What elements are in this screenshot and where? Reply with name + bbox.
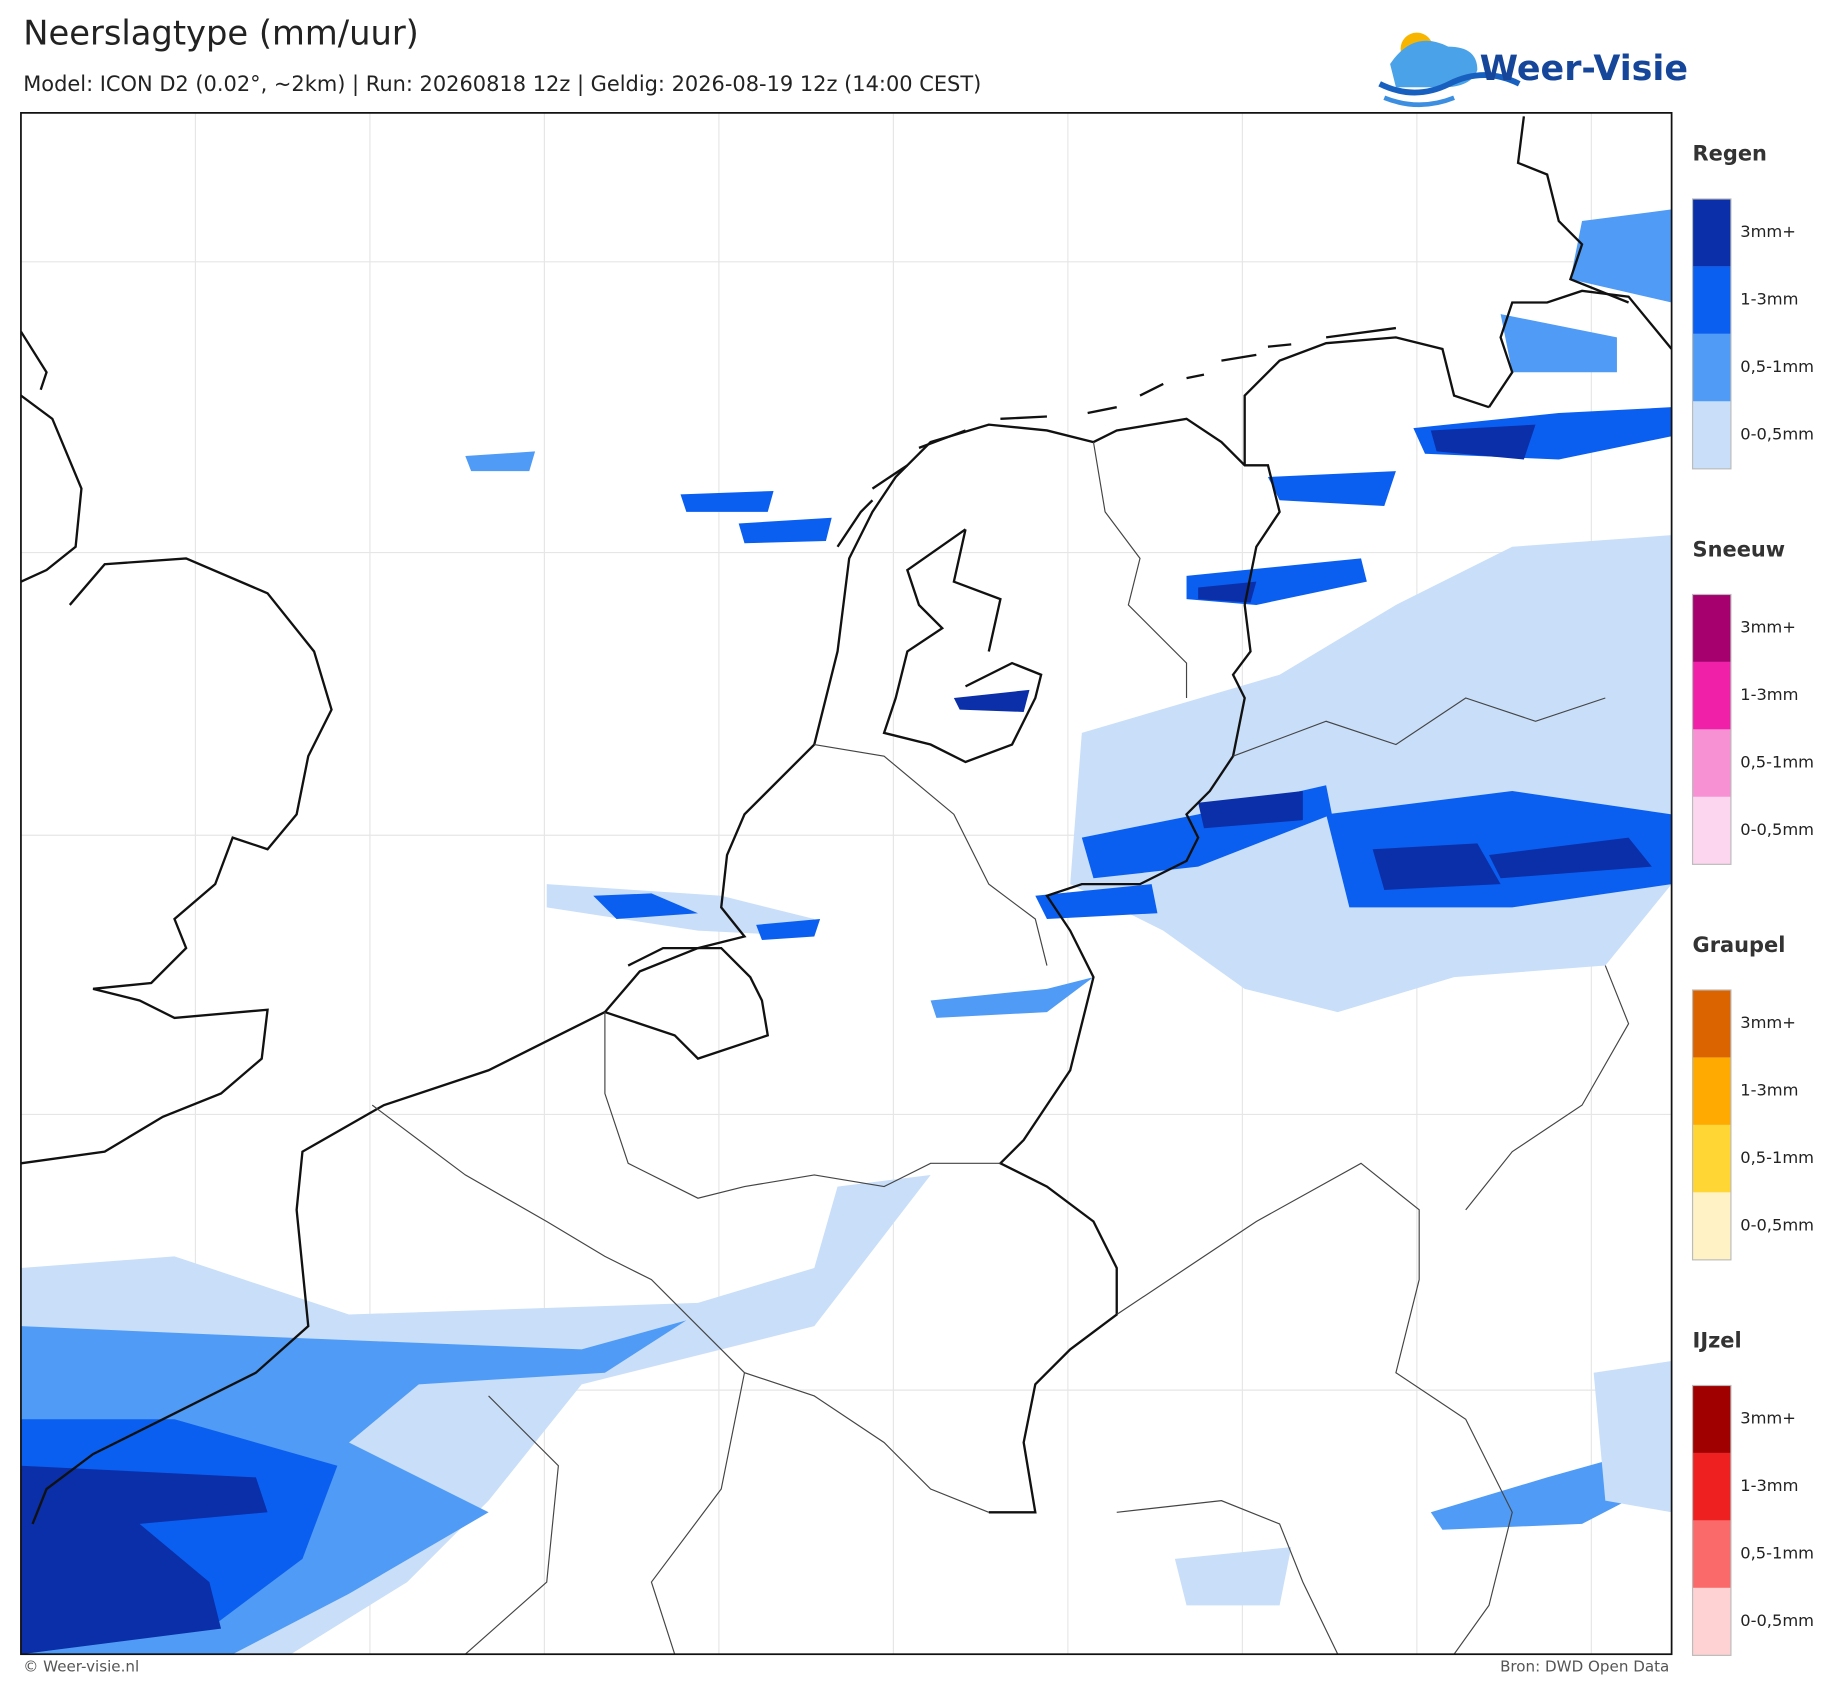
legend-swatch xyxy=(1692,661,1731,730)
legend-label: 3mm+ xyxy=(1740,222,1796,241)
coastlines xyxy=(20,116,1672,1525)
legend-swatch xyxy=(1692,1587,1731,1656)
legend-swatch xyxy=(1692,989,1731,1058)
legend-label: 3mm+ xyxy=(1740,618,1796,637)
legend-swatch xyxy=(1692,198,1731,267)
legend-label: 1-3mm xyxy=(1740,1081,1798,1100)
logo-text: Weer-Visie xyxy=(1480,49,1688,89)
legend-swatch xyxy=(1692,1520,1731,1588)
legend-swatch xyxy=(1692,401,1731,469)
footer-right: Bron: DWD Open Data xyxy=(1500,1658,1669,1676)
map-frame xyxy=(20,112,1673,1656)
legend-swatch xyxy=(1692,1385,1731,1453)
legend-label: 0,5-1mm xyxy=(1740,357,1814,376)
logo: Weer-Visie xyxy=(1378,32,1688,107)
legend-swatch xyxy=(1692,1124,1731,1193)
legend-label: 1-3mm xyxy=(1740,1476,1798,1495)
precipitation xyxy=(20,209,1672,1655)
legend-label: 1-3mm xyxy=(1740,685,1798,704)
subtitle: Model: ICON D2 (0.02°, ~2km) | Run: 2026… xyxy=(23,72,981,97)
legend-title: IJzel xyxy=(1693,1328,1742,1352)
legend-label: 0-0,5mm xyxy=(1740,425,1814,444)
legend-swatch xyxy=(1692,1192,1731,1260)
legend-label: 3mm+ xyxy=(1740,1409,1796,1428)
legend-label: 0-0,5mm xyxy=(1740,1611,1814,1630)
legend-swatch xyxy=(1692,729,1731,797)
map xyxy=(20,112,1672,1655)
legend-label: 0,5-1mm xyxy=(1740,753,1814,772)
legend-label: 0,5-1mm xyxy=(1740,1544,1814,1563)
borders xyxy=(371,441,1630,1655)
title: Neerslagtype (mm/uur) xyxy=(23,13,419,52)
legend-label: 0-0,5mm xyxy=(1740,1216,1814,1235)
legend-title: Regen xyxy=(1693,142,1767,166)
legend-label: 3mm+ xyxy=(1740,1013,1796,1032)
legend-label: 0,5-1mm xyxy=(1740,1148,1814,1167)
legend-swatch xyxy=(1692,796,1731,865)
legend-box xyxy=(1691,1384,1732,1656)
legend-swatch xyxy=(1692,1057,1731,1125)
legend-title: Sneeuw xyxy=(1693,537,1786,561)
legend: Regen 3mm+ 1-3mm 0,5-1mm 0-0,5mm Sneeuw 3mm+ 1-… xyxy=(1691,142,1814,1656)
legend-title: Graupel xyxy=(1693,933,1786,957)
legend-swatch xyxy=(1692,266,1731,334)
legend-swatch xyxy=(1692,594,1731,662)
legend-box xyxy=(1691,198,1732,470)
legend-swatch xyxy=(1692,1452,1731,1521)
legend-box xyxy=(1691,593,1732,865)
legend-label: 0-0,5mm xyxy=(1740,820,1814,839)
legend-swatch xyxy=(1692,333,1731,402)
legend-label: 1-3mm xyxy=(1740,290,1798,309)
footer-left: © Weer-visie.nl xyxy=(23,1658,139,1676)
legend-box xyxy=(1691,989,1732,1261)
